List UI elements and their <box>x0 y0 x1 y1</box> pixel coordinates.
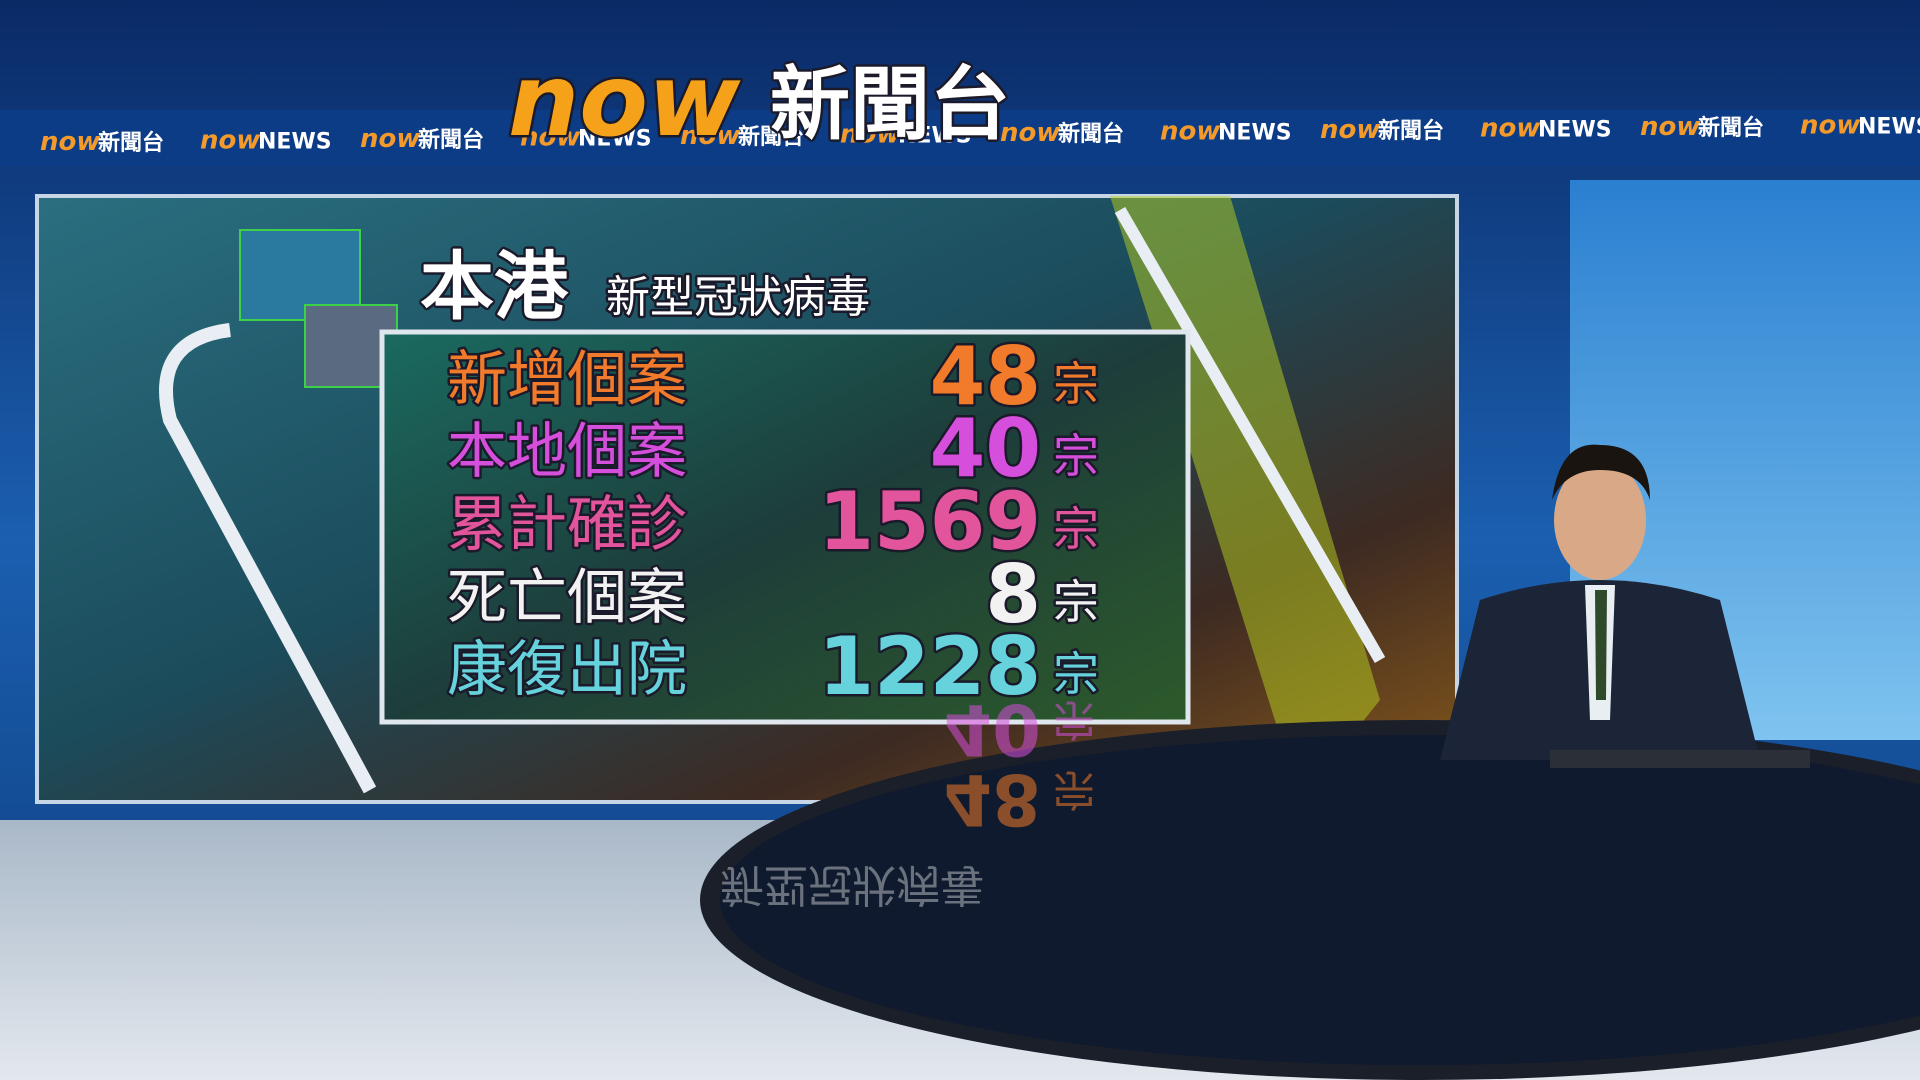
ticker-brand: now <box>1320 115 1381 145</box>
reflected-value: 48 <box>944 758 1041 840</box>
ticker-name: 新聞台 <box>1058 121 1124 147</box>
row-value: 1569 <box>818 475 1041 568</box>
ticker-brand: now <box>1800 111 1861 141</box>
reflected-unit: 宗 <box>1053 765 1095 814</box>
ticker-brand: now <box>680 121 741 151</box>
anchor-tie <box>1595 590 1607 700</box>
row-unit: 宗 <box>1053 357 1099 411</box>
reflected-subtitle: 新型冠狀病毒 <box>720 859 984 910</box>
ticker-brand: now <box>840 120 901 150</box>
reflected-value: 40 <box>944 688 1041 770</box>
ticker-brand: now <box>1480 114 1541 144</box>
row-unit: 宗 <box>1053 575 1099 629</box>
logo-brand: now <box>508 42 741 159</box>
ticker-name: 新聞台 <box>418 127 484 153</box>
reflected-unit: 宗 <box>1053 695 1095 744</box>
anchor <box>1440 444 1810 768</box>
ticker-name: NEWS <box>258 130 332 155</box>
frame-curve <box>159 323 377 794</box>
board-title: 本港 <box>420 244 569 330</box>
ticker-name: NEWS <box>1218 121 1292 146</box>
row-value: 1228 <box>818 620 1041 713</box>
reflected-subtitle-text: 新型冠狀病毒 <box>720 859 984 910</box>
row-label: 死亡個案 <box>447 563 687 633</box>
row-unit: 宗 <box>1053 429 1099 483</box>
row-label: 本地個案 <box>447 417 687 487</box>
ticker-name: NEWS <box>898 124 972 149</box>
reflected-row: 48 宗 <box>944 758 1095 840</box>
row-label: 康復出院 <box>447 635 687 705</box>
desk-top <box>720 735 1920 1065</box>
ticker-brand: now <box>360 124 421 154</box>
ticker-name: 新聞台 <box>98 130 164 156</box>
row-value: 8 <box>985 548 1041 641</box>
ticker-brand: now <box>1640 112 1701 142</box>
frame-line <box>1114 206 1386 664</box>
ticker-brand: now <box>1000 118 1061 148</box>
ticker-brand: now <box>520 123 581 153</box>
row-value: 48 <box>930 330 1041 423</box>
ticker-name: NEWS <box>1538 118 1612 143</box>
logo-channel: 新聞台 <box>770 58 1010 151</box>
anchor-head <box>1554 460 1646 580</box>
ticker-band <box>0 110 1920 166</box>
row-unit: 宗 <box>1053 647 1099 701</box>
row-label: 累計確診 <box>447 490 687 560</box>
keyboard <box>1550 750 1810 768</box>
ticker-name: 新聞台 <box>1698 115 1764 141</box>
row-label: 新增個案 <box>447 345 687 415</box>
ticker-brand: now <box>40 127 101 157</box>
ticker-name: NEWS <box>1858 115 1920 140</box>
stats-panel <box>379 329 1191 725</box>
board-subtitle: 新型冠狀病毒 <box>606 272 870 323</box>
logo: now 新聞台 <box>506 40 1013 162</box>
reflected-row: 40 宗 <box>944 688 1095 770</box>
anchor-hair <box>1552 444 1650 500</box>
ticker-name: 新聞台 <box>738 124 804 150</box>
row-value: 40 <box>930 402 1041 495</box>
ticker-brand: now <box>1160 117 1221 147</box>
ticker-name: NEWS <box>578 127 652 152</box>
row-unit: 宗 <box>1053 502 1099 556</box>
ticker-name: 新聞台 <box>1378 118 1444 144</box>
ticker-brand: now <box>200 126 261 156</box>
